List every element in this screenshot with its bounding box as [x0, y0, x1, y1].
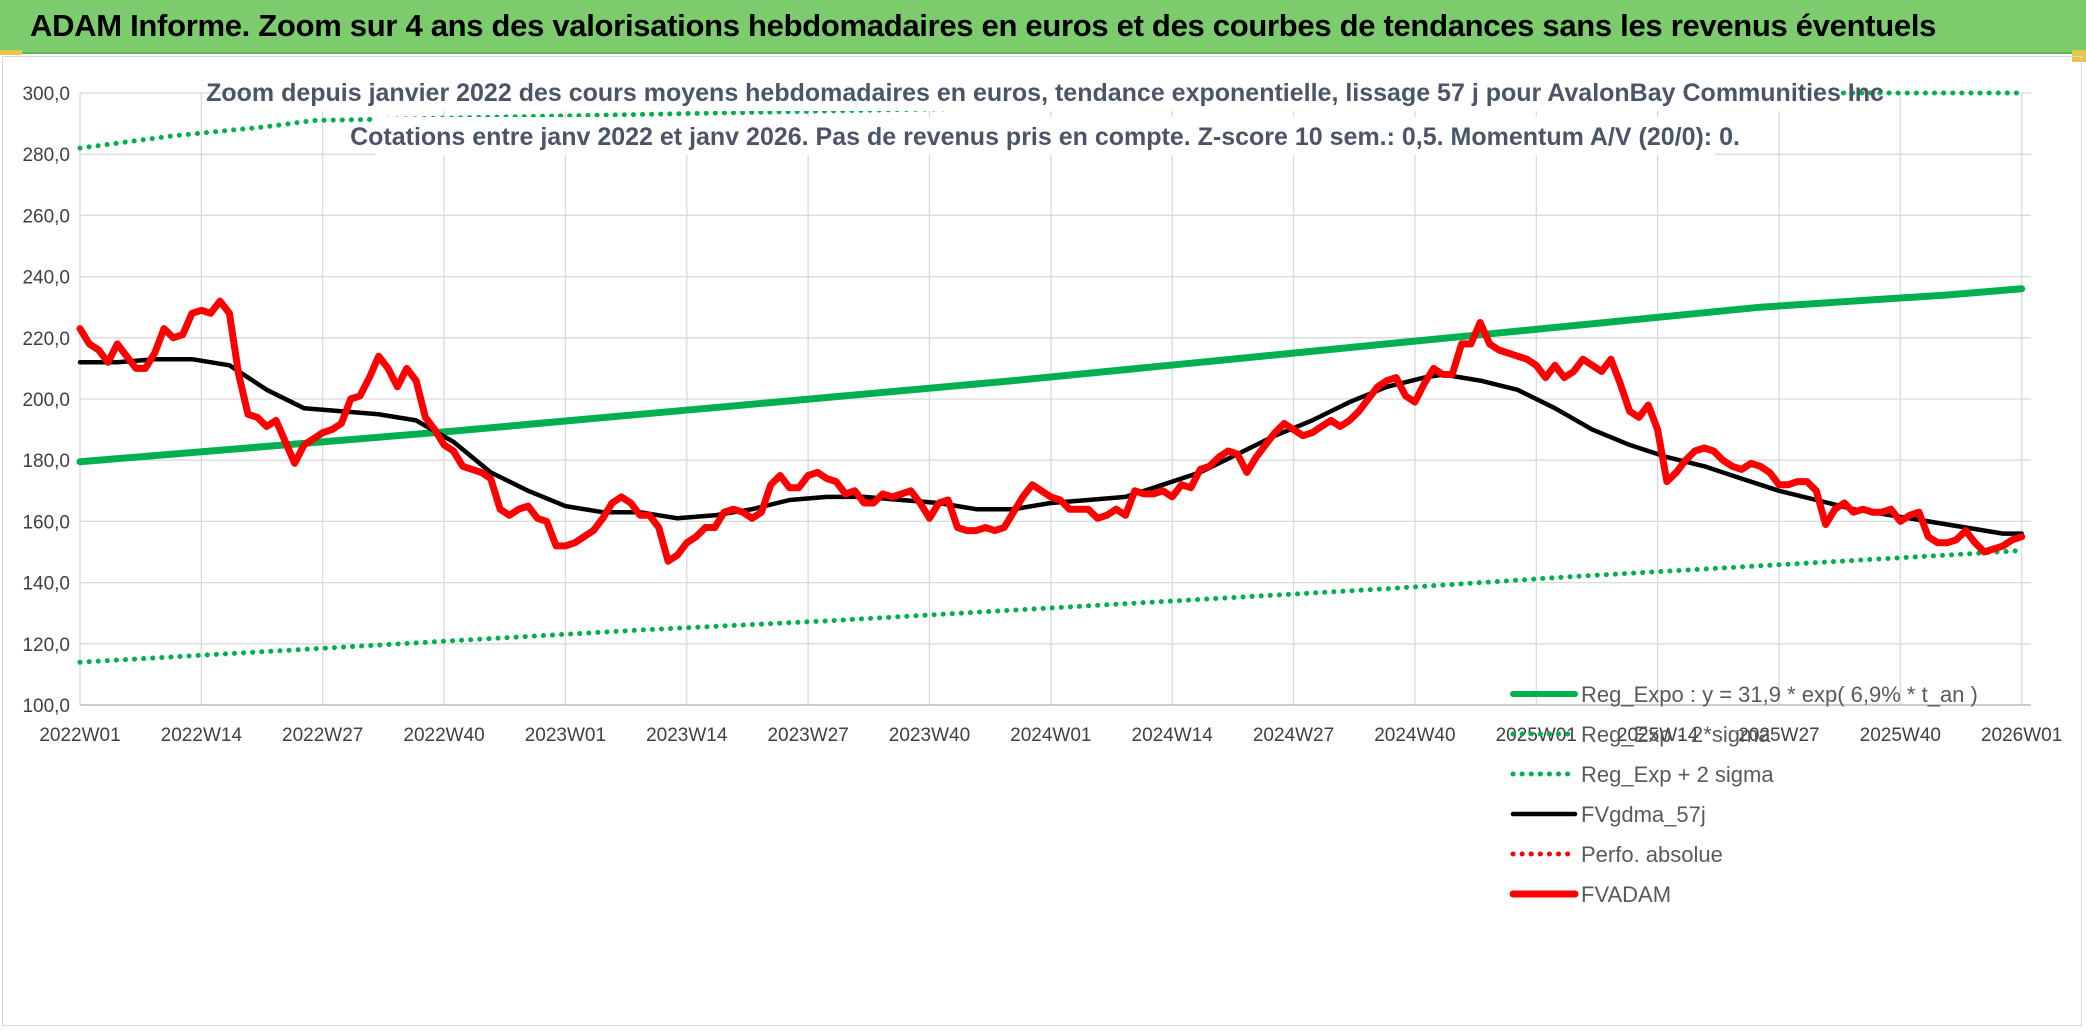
reg-exp-minus-2sigma-line: [77, 548, 2025, 665]
banner-accent-left: [0, 50, 22, 55]
y-tick-label: 140,0: [22, 574, 70, 595]
y-tick-label: 120,0: [22, 635, 70, 656]
x-tick-label: 2022W01: [39, 725, 120, 746]
x-tick-label: 2025W01: [1496, 725, 1577, 746]
reg-expo-line: [76, 285, 2026, 466]
x-tick-label: 2022W27: [282, 725, 363, 746]
x-tick-label: 2023W01: [525, 725, 606, 746]
reg-exp-plus-2sigma-line: [77, 90, 2025, 151]
x-tick-label: 2023W14: [646, 725, 728, 746]
x-tick-label: 2024W27: [1253, 725, 1334, 746]
legend-item-perfo-label: Perfo. absolue: [1581, 842, 1723, 867]
legend-item-reg-exp-plus-label: Reg_Exp + 2 sigma: [1581, 762, 1774, 787]
x-tick-label: 2024W40: [1374, 725, 1455, 746]
x-tick-label: 2022W40: [403, 725, 484, 746]
x-tick-label: 2023W27: [767, 725, 848, 746]
legend-item-fvgdma-label: FVgdma_57j: [1581, 802, 1706, 827]
page-banner: ADAM Informe. Zoom sur 4 ans des valoris…: [0, 0, 2086, 54]
chart-title-line: Cotations entre janv 2022 et janv 2026. …: [350, 123, 1740, 151]
fvadam-line: [76, 297, 2026, 565]
x-tick-label: 2026W01: [1981, 725, 2062, 746]
legend-item-reg-expo-label: Reg_Expo : y = 31,9 * exp( 6,9% * t_an ): [1581, 682, 1978, 707]
x-tick-label: 2025W40: [1860, 725, 1941, 746]
x-tick-label: 2023W40: [889, 725, 970, 746]
y-tick-label: 240,0: [22, 268, 70, 289]
x-tick-label: 2022W14: [161, 725, 243, 746]
chart-title: Zoom depuis janvier 2022 des cours moyen…: [206, 73, 1884, 155]
y-tick-label: 300,0: [22, 84, 70, 105]
legend-item-reg-exp-minus-label: Reg_Exp - 2*sigma: [1581, 722, 1771, 747]
x-tick-label: 2025W27: [1738, 725, 1819, 746]
legend-item-fvadam-label: FVADAM: [1581, 882, 1671, 907]
fvgdma-57j-line: [77, 356, 2024, 536]
chart-title-backdrop: [250, 73, 1840, 111]
x-tick-label: 2024W01: [1010, 725, 1091, 746]
y-tick-label: 280,0: [22, 145, 70, 166]
line-chart: 100,0 120,0 140,0 160,0 180,0 200,0 220,0 240,0…: [22, 73, 2062, 907]
x-tick-label: 2025W14: [1617, 725, 1699, 746]
x-tick-label: 2024W14: [1132, 725, 1214, 746]
banner-title: ADAM Informe. Zoom sur 4 ans des valoris…: [30, 8, 1937, 43]
chart-title-backdrop: [375, 117, 1715, 155]
chart-title-line: Zoom depuis janvier 2022 des cours moyen…: [206, 79, 1884, 107]
chart-legend: Reg_Expo : y = 31,9 * exp( 6,9% * t_an )…: [1509, 682, 1978, 907]
series-lines: [76, 90, 2026, 665]
y-tick-label: 260,0: [22, 206, 70, 227]
y-tick-label: 220,0: [22, 329, 70, 350]
y-tick-label: 180,0: [22, 451, 70, 472]
axis-labels: 100,0 120,0 140,0 160,0 180,0 200,0 220,0 240,0…: [22, 84, 2062, 746]
y-tick-label: 100,0: [22, 696, 70, 717]
y-tick-label: 160,0: [22, 512, 70, 533]
y-tick-label: 200,0: [22, 390, 70, 411]
grid-lines: [79, 92, 2031, 706]
chart-area: 100,0 120,0 140,0 160,0 180,0 200,0 220,0 240,0…: [2, 56, 2082, 1026]
